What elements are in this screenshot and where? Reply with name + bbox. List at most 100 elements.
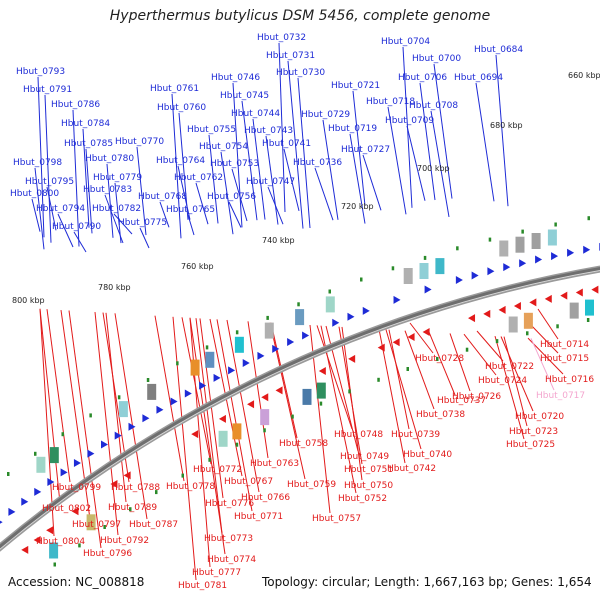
reverse-gene-label: Hbut_0725	[506, 440, 555, 450]
forward-leader-line	[430, 110, 450, 217]
scale-tick	[297, 302, 300, 307]
map-title: Hyperthermus butylicus DSM 5456, complet…	[109, 8, 491, 24]
reverse-gene-label: Hbut_0738	[416, 410, 465, 420]
forward-leader-line	[46, 186, 57, 231]
forward-leader-line	[322, 119, 339, 220]
feature-block	[302, 388, 312, 405]
scale-tick	[235, 330, 239, 335]
feature-block	[419, 263, 429, 279]
scale-tick	[7, 472, 10, 476]
scale-tick	[129, 507, 132, 512]
feature-block	[260, 409, 270, 426]
forward-gene-label: Hbut_0782	[92, 204, 141, 214]
forward-leader-line	[349, 133, 366, 224]
forward-leader-line	[57, 213, 74, 248]
reverse-gene-label: Hbut_0804	[36, 537, 85, 547]
reverse-leader-line	[378, 329, 406, 464]
forward-gene-arrow	[455, 275, 463, 284]
forward-leader-line	[287, 60, 304, 229]
reverse-gene-label: Hbut_0758	[279, 439, 328, 449]
scale-tick	[586, 318, 590, 322]
forward-leader-line	[106, 163, 114, 238]
scale-tick	[456, 246, 459, 251]
reverse-leader-line	[270, 322, 298, 439]
feature-block	[218, 430, 228, 447]
reverse-gene-label: Hbut_0787	[129, 520, 178, 530]
reverse-leader-line	[528, 322, 559, 354]
forward-gene-label: Hbut_0779	[93, 173, 142, 183]
reverse-gene-label: Hbut_0759	[287, 480, 336, 490]
scale-tick	[78, 543, 81, 548]
forward-gene-label: Hbut_0729	[301, 110, 350, 120]
scale-label: 720 kbp	[341, 202, 374, 211]
forward-leader-line	[220, 151, 234, 235]
forward-gene-arrow	[156, 405, 164, 414]
reverse-gene-label: Hbut_0781	[178, 581, 227, 591]
reverse-gene-label: Hbut_0778	[166, 482, 215, 492]
forward-gene-label: Hbut_0785	[64, 139, 113, 149]
forward-leader-line	[44, 94, 52, 243]
reverse-gene-label: Hbut_0723	[509, 427, 558, 437]
feature-block	[585, 299, 594, 316]
scale-tick	[391, 266, 395, 271]
forward-gene-arrow	[362, 306, 370, 315]
scale-tick	[266, 315, 269, 320]
forward-leader-line	[31, 198, 41, 232]
reverse-leader-line	[39, 308, 55, 537]
reverse-gene-label: Hbut_0724	[478, 376, 527, 386]
forward-gene-arrow	[73, 458, 81, 467]
forward-gene-label: Hbut_0747	[246, 177, 295, 187]
scale-tick	[155, 490, 158, 495]
scale-tick	[554, 222, 557, 227]
reverse-gene-arrow	[261, 393, 269, 402]
forward-gene-label: Hbut_0727	[341, 145, 390, 155]
forward-leader-line	[387, 106, 407, 215]
reverse-gene-label: Hbut_0796	[83, 549, 132, 559]
forward-leader-line	[139, 227, 150, 249]
feature-block	[508, 316, 518, 333]
scale-label: 700 kbp	[417, 164, 450, 173]
forward-gene-label: Hbut_0732	[257, 33, 306, 43]
forward-gene-label: Hbut_0770	[115, 137, 164, 147]
reverse-leader-line	[154, 315, 185, 482]
reverse-leader-line	[341, 326, 363, 481]
forward-leader-line	[419, 82, 436, 201]
forward-gene-label: Hbut_0760	[157, 103, 206, 113]
feature-block	[36, 456, 46, 473]
reverse-gene-label: Hbut_0714	[540, 340, 589, 350]
forward-gene-arrow	[257, 351, 265, 360]
reverse-gene-arrow	[191, 430, 199, 439]
reverse-leader-line	[226, 319, 260, 493]
reverse-gene-label: Hbut_0799	[52, 483, 101, 493]
forward-gene-label: Hbut_0709	[385, 116, 434, 126]
forward-gene-arrow	[302, 331, 310, 340]
reverse-gene-label: Hbut_0767	[224, 477, 273, 487]
feature-block	[86, 514, 96, 531]
reverse-gene-arrow	[318, 366, 326, 375]
reverse-gene-arrow	[71, 507, 79, 516]
scale-label: 760 kbp	[181, 262, 214, 271]
scale-label: 800 kbp	[12, 296, 45, 305]
scale-tick	[406, 367, 409, 371]
reverse-gene-label: Hbut_0792	[100, 536, 149, 546]
forward-gene-label: Hbut_0791	[23, 85, 72, 95]
forward-gene-arrow	[87, 449, 95, 458]
reverse-gene-label: Hbut_0749	[340, 452, 389, 462]
forward-gene-arrow	[228, 366, 236, 375]
reverse-gene-arrow	[275, 386, 283, 395]
forward-gene-arrow	[34, 487, 42, 496]
forward-gene-arrow	[21, 497, 29, 506]
scale-tick	[176, 361, 179, 366]
leader-lines	[31, 42, 564, 581]
forward-gene-label: Hbut_0730	[276, 68, 325, 78]
reverse-gene-arrow	[46, 526, 54, 535]
feature-block	[403, 268, 413, 284]
forward-gene-label: Hbut_0741	[262, 139, 311, 149]
reverse-gene-label: Hbut_0728	[415, 354, 464, 364]
forward-gene-arrow	[100, 440, 108, 449]
forward-gene-label: Hbut_0700	[412, 54, 461, 64]
reverse-gene-arrow	[21, 545, 29, 554]
forward-leader-line	[362, 154, 382, 211]
reverse-leader-line	[269, 322, 306, 480]
